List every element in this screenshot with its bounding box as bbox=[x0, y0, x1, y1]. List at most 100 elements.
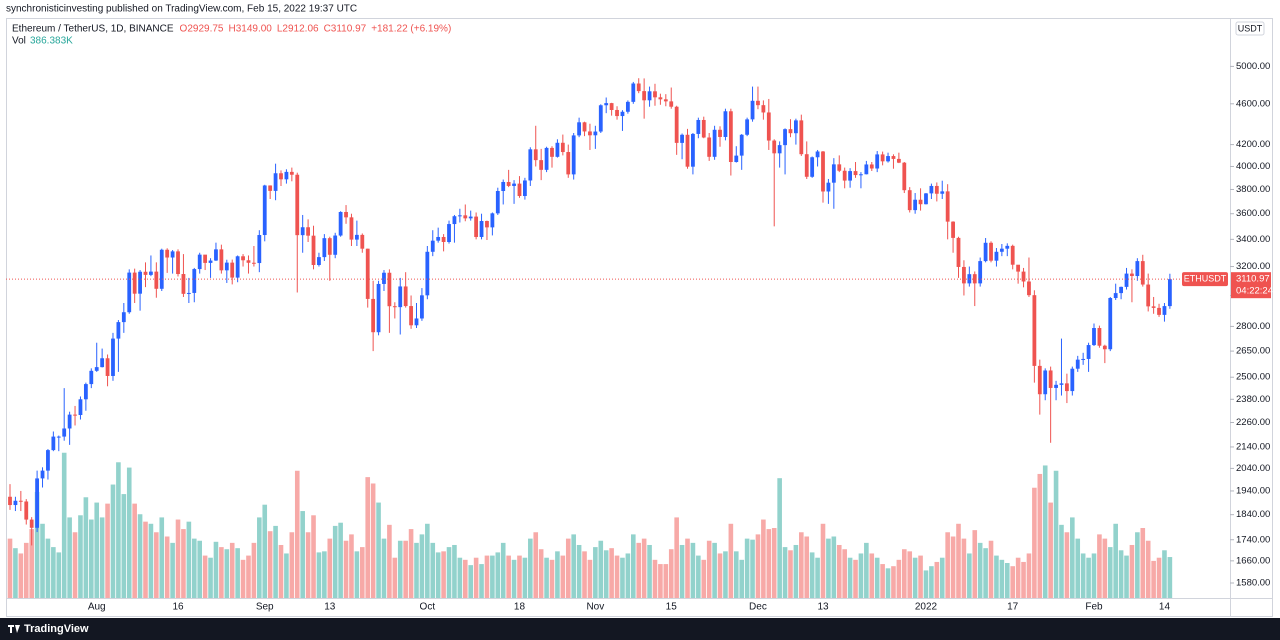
candle-body bbox=[100, 358, 105, 368]
candle-body bbox=[403, 286, 408, 307]
candle-body bbox=[170, 251, 175, 258]
candle-body bbox=[951, 221, 955, 238]
y-tick-label: 2650.00 bbox=[1236, 346, 1270, 357]
currency-box[interactable] bbox=[1235, 21, 1265, 36]
volume-bar bbox=[977, 542, 983, 598]
candle-body bbox=[35, 478, 39, 528]
candle-body bbox=[598, 105, 603, 132]
candle-body bbox=[918, 199, 923, 205]
volume-bar bbox=[945, 532, 950, 598]
volume-bar bbox=[240, 559, 246, 598]
candle-body bbox=[425, 251, 430, 296]
candle-body bbox=[1151, 306, 1156, 308]
candle-body bbox=[620, 111, 625, 117]
volume-bar bbox=[435, 552, 441, 598]
volume-bar bbox=[452, 544, 457, 598]
candle-body bbox=[788, 129, 793, 134]
volume-bar bbox=[728, 523, 734, 598]
volume-bar bbox=[148, 523, 154, 598]
candle-body bbox=[1081, 358, 1086, 360]
volume-bar bbox=[246, 555, 251, 598]
candle-body bbox=[1065, 383, 1069, 392]
candle-body bbox=[219, 249, 224, 271]
volume-bar bbox=[620, 557, 625, 598]
ohlc-value: C3110.97 bbox=[324, 24, 367, 35]
volume-bar bbox=[750, 539, 755, 598]
candle-body bbox=[523, 180, 527, 197]
candle-body bbox=[1005, 245, 1010, 249]
volume-bar bbox=[804, 536, 810, 598]
volume-bar bbox=[544, 557, 549, 598]
candle-body bbox=[344, 211, 348, 218]
volume-bar bbox=[126, 467, 132, 598]
volume-bar bbox=[13, 548, 18, 598]
candle-body bbox=[604, 103, 609, 106]
volume-bar bbox=[116, 462, 121, 598]
candle-body bbox=[338, 211, 343, 236]
volume-bar bbox=[1053, 470, 1059, 598]
volume-bar bbox=[181, 529, 186, 598]
candle-body bbox=[1130, 273, 1134, 277]
volume-bar bbox=[912, 557, 918, 598]
candle-body bbox=[902, 162, 907, 191]
candle-body bbox=[235, 256, 240, 278]
volume-bar bbox=[224, 549, 230, 598]
volume-bar bbox=[598, 540, 604, 598]
candle-body bbox=[636, 83, 641, 92]
candle-body bbox=[739, 134, 744, 156]
x-tick-label: Aug bbox=[88, 602, 106, 613]
candle-body bbox=[387, 272, 392, 307]
x-tick-label: Sep bbox=[256, 602, 274, 613]
candle-body bbox=[728, 111, 733, 163]
candle-body bbox=[544, 147, 549, 170]
volume-bar bbox=[430, 542, 436, 598]
volume-bar bbox=[360, 547, 365, 598]
volume-bar bbox=[506, 555, 511, 598]
x-tick-label: 16 bbox=[172, 602, 184, 613]
volume-bar bbox=[777, 478, 782, 598]
candle-body bbox=[945, 191, 950, 222]
volume-bar bbox=[500, 542, 506, 598]
candle-body bbox=[1059, 383, 1064, 385]
candle-body bbox=[550, 147, 554, 157]
volume-bar bbox=[387, 524, 392, 598]
volume-bar bbox=[685, 538, 690, 598]
candle-body bbox=[317, 257, 321, 265]
candle-body bbox=[241, 256, 245, 261]
candle-body bbox=[864, 164, 869, 175]
candle-body bbox=[83, 384, 88, 400]
candle-body bbox=[517, 183, 522, 197]
volume-bar bbox=[891, 566, 896, 598]
volume-bar bbox=[338, 522, 343, 598]
volume-bar bbox=[1135, 532, 1140, 598]
volume-bar bbox=[999, 559, 1005, 598]
volume-bar bbox=[18, 553, 24, 598]
x-tick-label: Dec bbox=[749, 602, 767, 613]
volume-bar bbox=[517, 555, 522, 598]
x-tick-label: 17 bbox=[1007, 602, 1019, 613]
candle-body bbox=[978, 261, 983, 284]
volume-bar bbox=[668, 549, 674, 598]
candle-body bbox=[593, 131, 598, 136]
candle-body bbox=[46, 450, 50, 471]
candle-body bbox=[826, 182, 831, 192]
candle-body bbox=[62, 428, 67, 437]
volume-bar bbox=[294, 470, 300, 598]
candle-body bbox=[571, 135, 576, 175]
candle-body bbox=[132, 272, 137, 294]
volume-bar bbox=[696, 555, 701, 598]
candle-body bbox=[29, 519, 34, 528]
candle-body bbox=[734, 155, 739, 163]
volume-bar bbox=[576, 544, 582, 598]
volume-bar bbox=[652, 559, 658, 598]
volume-bar bbox=[761, 519, 766, 598]
candle-body bbox=[842, 170, 847, 181]
candle-body bbox=[582, 122, 587, 132]
volume-bar bbox=[208, 557, 213, 598]
volume-bar bbox=[219, 547, 224, 598]
candle-body bbox=[349, 217, 354, 240]
candle-body bbox=[1032, 295, 1037, 366]
volume-bar bbox=[636, 542, 642, 598]
volume-bar bbox=[40, 523, 45, 598]
